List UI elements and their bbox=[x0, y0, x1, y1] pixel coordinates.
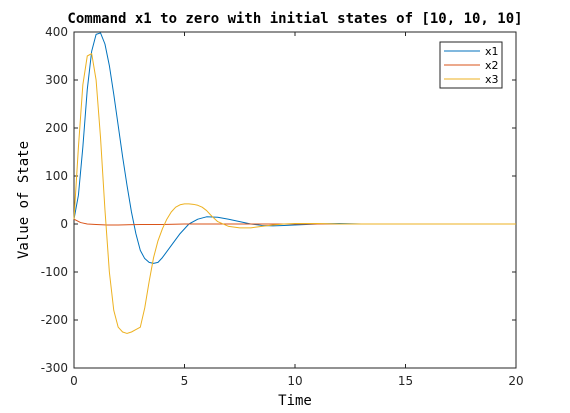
y-tick-label: -100 bbox=[41, 265, 68, 279]
y-tick-label: 300 bbox=[45, 73, 68, 87]
y-tick-label: -300 bbox=[41, 361, 68, 375]
y-tick-label: 200 bbox=[45, 121, 68, 135]
y-axis-label: Value of State bbox=[16, 141, 32, 259]
x-tick-label: 15 bbox=[398, 374, 413, 388]
legend-label: x3 bbox=[485, 73, 499, 86]
y-tick-label: 100 bbox=[45, 169, 68, 183]
y-tick-label: -200 bbox=[41, 313, 68, 327]
series-line-x3 bbox=[74, 54, 516, 334]
x-axis-label: Time bbox=[278, 393, 312, 409]
x-tick-label: 0 bbox=[70, 374, 78, 388]
y-tick-label: 0 bbox=[60, 217, 68, 231]
x-tick-label: 5 bbox=[181, 374, 189, 388]
chart-title: Command x1 to zero with initial states o… bbox=[67, 11, 522, 27]
x-tick-label: 20 bbox=[508, 374, 523, 388]
legend-label: x2 bbox=[485, 59, 499, 72]
legend-label: x1 bbox=[485, 45, 499, 58]
y-tick-label: 400 bbox=[45, 25, 68, 39]
x-tick-label: 10 bbox=[287, 374, 302, 388]
